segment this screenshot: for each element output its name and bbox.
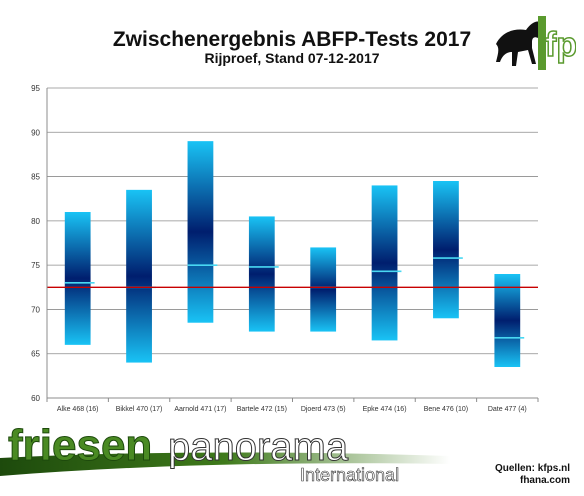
range-bar xyxy=(494,274,521,367)
range-bar xyxy=(371,185,398,341)
x-tick-label: Date 477 (4) xyxy=(488,406,527,413)
range-bar xyxy=(248,216,275,332)
brand-swoosh xyxy=(0,452,450,476)
sources-line-1: Quellen: kfps.nl xyxy=(494,463,570,474)
y-tick-label: 95 xyxy=(31,84,40,93)
x-tick-label: Epke 474 (16) xyxy=(363,406,407,413)
y-tick-label: 60 xyxy=(31,394,40,403)
gridlines xyxy=(47,87,538,399)
chart-subtitle: Rijproef, Stand 07-12-2017 xyxy=(204,50,380,66)
range-bar xyxy=(64,212,91,345)
y-axis-ticks: 60 65 70 75 80 85 90 95 xyxy=(31,84,40,403)
bars xyxy=(64,141,521,367)
sources-note: Quellen: kfps.nl fhana.com xyxy=(495,463,570,487)
x-tick-label: Djoerd 473 (5) xyxy=(301,406,346,413)
y-tick-label: 65 xyxy=(31,350,40,359)
range-bar xyxy=(126,189,152,363)
x-tick-label: Bikkel 470 (17) xyxy=(116,406,163,413)
brand-second-text: panorama xyxy=(168,425,349,469)
axes xyxy=(46,88,539,402)
x-tick-label: Bene 476 (10) xyxy=(424,406,468,413)
x-tick-label: Bartele 472 (15) xyxy=(237,406,287,413)
x-tick-label: Aarnold 471 (17) xyxy=(174,406,226,413)
y-tick-label: 85 xyxy=(31,173,40,182)
x-axis-labels: Alke 468 (16) Bikkel 470 (17) Aarnold 471 … xyxy=(57,406,527,413)
y-tick-label: 70 xyxy=(31,305,40,314)
x-tick-label: Alke 468 (16) xyxy=(57,406,99,413)
logo-text: fp xyxy=(545,26,576,64)
y-tick-label: 75 xyxy=(31,261,40,270)
y-tick-label: 80 xyxy=(31,217,40,226)
range-bar xyxy=(187,141,214,323)
sources-line-2: fhana.com xyxy=(519,475,570,486)
range-bar xyxy=(310,247,337,332)
range-bar xyxy=(433,181,459,319)
chart-title: Zwischenergebnis ABFP-Tests 2017 xyxy=(112,28,472,51)
brand-sub-text: International xyxy=(300,465,399,485)
friesenpanorama-logo: friesen panorama International xyxy=(0,421,450,485)
brand-main-text: friesen xyxy=(8,421,152,470)
kfps-logo: fp xyxy=(496,16,576,70)
horse-icon xyxy=(496,21,542,66)
y-tick-label: 90 xyxy=(31,128,40,137)
